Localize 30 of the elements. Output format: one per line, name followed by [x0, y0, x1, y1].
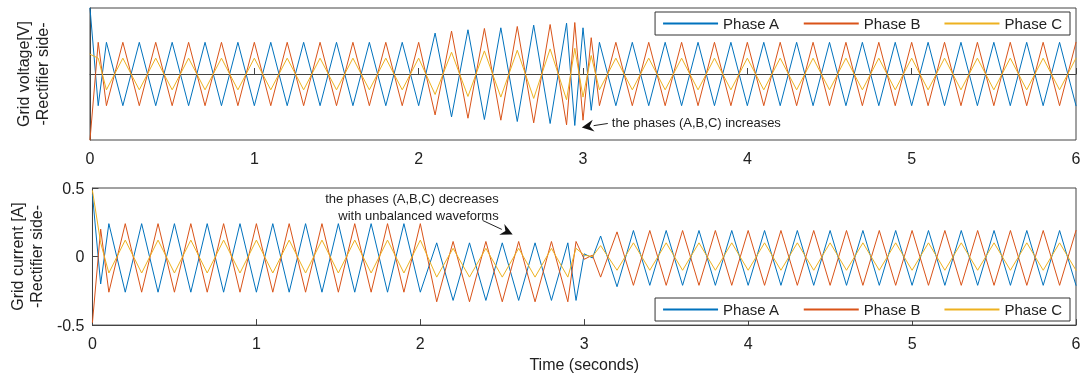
legend-label: Phase B [863, 15, 921, 32]
x-tick-label: 6 [1071, 149, 1081, 167]
x-axis-title: Time (seconds) [529, 355, 640, 373]
x-tick-label: 4 [743, 334, 753, 352]
y-tick-label: 0.5 [62, 179, 85, 197]
line-series [91, 223, 1077, 323]
legend-label: Phase C [1004, 15, 1063, 32]
x-tick-label: 3 [578, 149, 588, 167]
y-axis-title: Grid voltage[V] -Rectifier side- [15, 21, 51, 127]
x-tick-label: 1 [249, 149, 259, 167]
legend-label: Phase B [863, 301, 921, 318]
line-series [91, 190, 1077, 278]
legend-label: Phase C [1004, 301, 1063, 318]
legend-label: Phase A [723, 15, 779, 32]
legend-label: Phase A [723, 301, 779, 318]
y-axis-title: Grid current [A] -Rectifier side- [9, 202, 45, 311]
annotation: the phases (A,B,C) decreases with unbalanced waveforms [325, 190, 499, 225]
x-tick-label: 5 [907, 149, 917, 167]
x-tick-label: 3 [579, 334, 589, 352]
annotation: the phases (A,B,C) increases [611, 114, 781, 132]
y-tick-label: -0.5 [56, 316, 85, 334]
x-tick-label: 5 [907, 334, 917, 352]
x-tick-label: 0 [88, 334, 98, 352]
x-tick-label: 6 [1071, 334, 1081, 352]
y-tick-label: 0 [75, 248, 85, 266]
x-tick-label: 1 [251, 334, 261, 352]
x-tick-label: 2 [414, 149, 424, 167]
line-series [91, 194, 1077, 301]
x-tick-label: 4 [742, 149, 752, 167]
x-tick-label: 2 [415, 334, 425, 352]
